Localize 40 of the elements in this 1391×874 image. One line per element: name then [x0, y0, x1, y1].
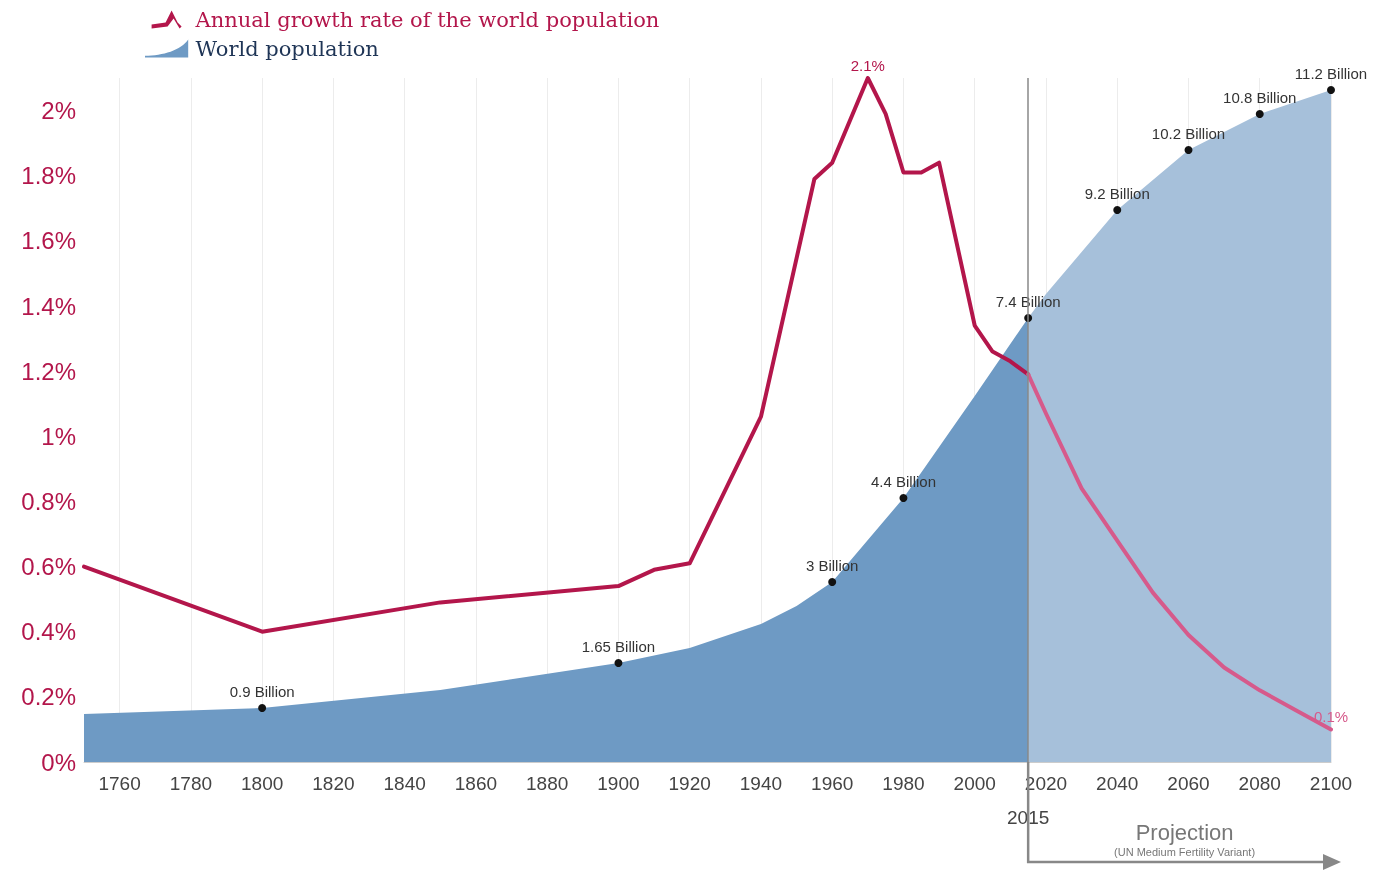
data-label: 7.4 Billion	[995, 293, 1061, 310]
y-tick-label: 0.2%	[21, 683, 76, 711]
data-label: 9.2 Billion	[1084, 185, 1150, 202]
y-tick-label: 1.2%	[21, 357, 76, 385]
x-tick-label: 1960	[811, 773, 854, 794]
legend-label: Annual growth rate of the world population	[194, 7, 660, 32]
legend-label: World population	[195, 36, 379, 61]
y-tick-label: 2%	[41, 97, 76, 125]
x-tick-label: 1980	[882, 773, 925, 794]
data-label: 11.2 Billion	[1294, 65, 1368, 82]
y-tick-label: 0.6%	[21, 553, 76, 581]
x-tick-label: 2000	[953, 773, 996, 794]
x-tick-label: 1820	[312, 773, 355, 794]
x-tick-label: 1760	[98, 773, 141, 794]
x-tick-label: 1920	[668, 773, 711, 794]
x-tick-label: 1900	[597, 773, 640, 794]
x-tick-label: 1840	[383, 773, 426, 794]
data-label: 1.65 Billion	[581, 638, 656, 655]
y-tick-label: 1.8%	[21, 162, 76, 190]
x-tick-label: 1860	[454, 773, 498, 794]
y-tick-label: 0.4%	[21, 618, 76, 646]
data-label: 2.1%	[850, 57, 885, 74]
data-label: 10.8 Billion	[1223, 89, 1297, 106]
y-tick-label: 1.6%	[21, 227, 76, 255]
y-tick-label: 0.8%	[21, 487, 76, 515]
text: (UN Medium Fertility Variant)	[1114, 846, 1256, 858]
x-tick-label: 2060	[1167, 773, 1210, 794]
x-tick-label: 2080	[1238, 773, 1281, 794]
x-tick-label: 1800	[241, 773, 284, 794]
x-tick-label: 1780	[169, 773, 213, 794]
y-tick-label: 1.4%	[21, 292, 76, 320]
y-tick-label: 1%	[41, 422, 76, 450]
data-label: 0.9 Billion	[229, 683, 295, 700]
data-label: 10.2 Billion	[1151, 125, 1226, 142]
y-tick-label: 0%	[41, 748, 76, 776]
x-tick-label: 1940	[739, 773, 783, 794]
x-tick-label: 2100	[1309, 773, 1353, 794]
x-tick-label: 1880	[526, 773, 569, 794]
text: Projection	[1135, 820, 1234, 845]
x-tick-label: 2040	[1096, 773, 1139, 794]
